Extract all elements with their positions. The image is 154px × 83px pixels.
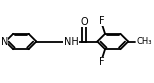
Text: N: N [1,37,8,46]
Text: F: F [99,16,104,25]
Text: CH₃: CH₃ [136,37,152,46]
Text: NH: NH [63,37,78,46]
Text: O: O [80,17,88,27]
Text: F: F [99,58,104,67]
